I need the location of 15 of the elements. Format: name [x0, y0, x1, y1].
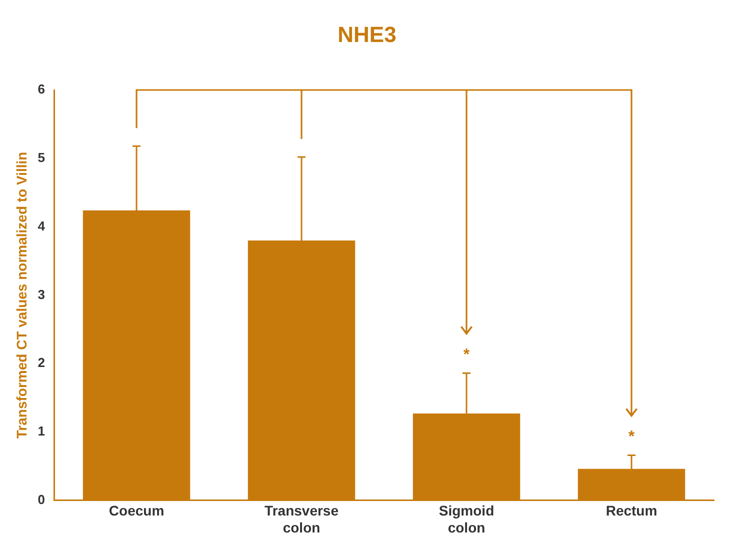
x-tick-label: Transverse colon	[264, 502, 339, 536]
x-tick-label: Coecum	[108, 502, 164, 519]
annotation: *	[628, 428, 636, 446]
y-tick-label: 0	[38, 492, 46, 507]
y-tick-label: 6	[38, 82, 46, 97]
y-tick-label: 2	[38, 355, 46, 370]
x-tick-label: Sigmoid colon	[438, 502, 494, 536]
chart-title: NHE3	[336, 22, 398, 48]
x-tick-label: Rectum	[606, 502, 658, 519]
annotation: *	[463, 346, 470, 364]
y-tick-label: 3	[38, 286, 46, 302]
y-tick-label: 5	[38, 150, 46, 165]
y-tick-label: 4	[38, 218, 46, 234]
y-axis-title: Transformed CT values normalized to Villin	[13, 152, 30, 439]
y-tick-label: 1	[38, 424, 46, 439]
